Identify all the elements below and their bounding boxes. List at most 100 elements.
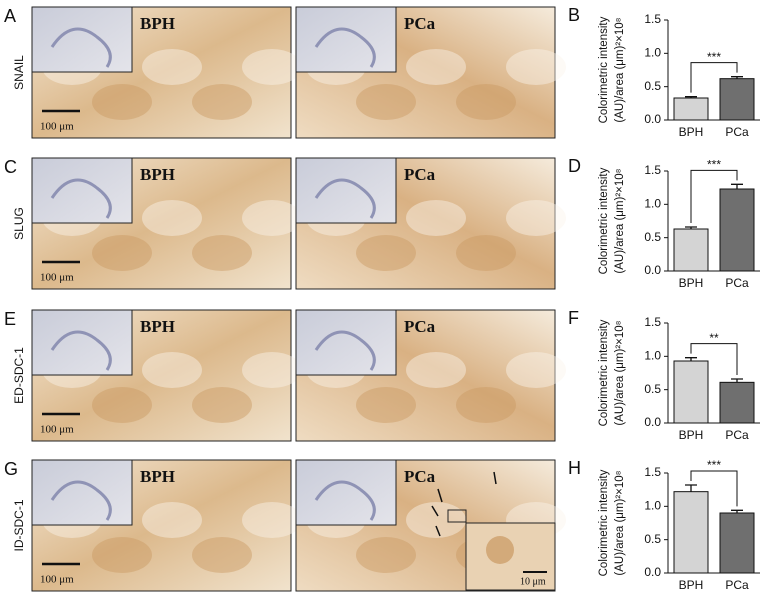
y-tick-label: 0.0 bbox=[644, 263, 661, 277]
y-axis-label: Colorimetric intensity bbox=[598, 167, 610, 274]
bar bbox=[719, 381, 755, 424]
x-tick-label: BPH bbox=[679, 276, 704, 290]
scale-label: 10 μm bbox=[520, 576, 546, 587]
tissue-blob bbox=[406, 502, 466, 538]
tissue-blob bbox=[92, 235, 152, 271]
y-tick-label: 1.0 bbox=[644, 349, 661, 363]
tissue-blob bbox=[142, 352, 202, 388]
x-tick-label: PCa bbox=[725, 428, 749, 442]
y-tick-label: 1.0 bbox=[644, 499, 661, 513]
tissue-blob bbox=[192, 84, 252, 120]
tissue-blob bbox=[192, 235, 252, 271]
y-tick-label: 0.5 bbox=[644, 79, 661, 93]
tissue-blob bbox=[356, 235, 416, 271]
y-axis-label: Colorimetric intensity bbox=[598, 16, 610, 123]
y-tick-label: 1.0 bbox=[644, 197, 661, 211]
significance-bracket bbox=[690, 169, 738, 223]
tissue-blob bbox=[356, 387, 416, 423]
tissue-blob bbox=[456, 84, 516, 120]
inset bbox=[31, 309, 133, 376]
image-label: BPH bbox=[140, 317, 175, 336]
inset-gland bbox=[314, 178, 376, 219]
bar bbox=[719, 188, 755, 272]
y-tick-label: 1.5 bbox=[644, 12, 661, 26]
significance-bracket bbox=[690, 470, 738, 507]
error-bar bbox=[685, 484, 697, 492]
tissue-blob bbox=[92, 387, 152, 423]
inset-gland bbox=[50, 480, 112, 521]
x-tick-label: PCa bbox=[725, 125, 749, 139]
tissue-blob bbox=[142, 200, 202, 236]
error-bar bbox=[731, 76, 743, 79]
panel-letter: F bbox=[568, 308, 579, 328]
inset bbox=[31, 459, 133, 526]
image-label: BPH bbox=[140, 467, 175, 486]
inset-gland bbox=[50, 178, 112, 219]
tissue-blob bbox=[406, 49, 466, 85]
y-tick-label: 0.0 bbox=[644, 112, 661, 126]
panel-letter: C bbox=[4, 157, 17, 177]
inset bbox=[295, 459, 397, 526]
tissue-blob bbox=[456, 387, 516, 423]
tissue-blob bbox=[406, 352, 466, 388]
significance: *** bbox=[707, 158, 721, 172]
significance: *** bbox=[707, 50, 721, 64]
image-label: PCa bbox=[404, 165, 436, 184]
tissue-blob bbox=[242, 502, 302, 538]
y-tick-label: 1.5 bbox=[644, 465, 661, 479]
scale-label: 100 μm bbox=[40, 424, 74, 436]
tissue-blob bbox=[456, 235, 516, 271]
significance: ** bbox=[709, 331, 719, 345]
panel-letter: A bbox=[4, 6, 16, 26]
zoom-box bbox=[447, 509, 467, 523]
y-tick-label: 0.5 bbox=[644, 382, 661, 396]
bar bbox=[719, 512, 755, 574]
image-label: PCa bbox=[404, 14, 436, 33]
panel-letter: E bbox=[4, 309, 16, 329]
row-label: ED-SDC-1 bbox=[12, 347, 26, 404]
cell bbox=[486, 536, 514, 564]
error-bar bbox=[731, 378, 743, 383]
x-tick-label: PCa bbox=[725, 276, 749, 290]
image-label: PCa bbox=[404, 467, 436, 486]
error-bar bbox=[685, 226, 697, 229]
significance: *** bbox=[707, 458, 721, 472]
image-label: BPH bbox=[140, 14, 175, 33]
image-label: PCa bbox=[404, 317, 436, 336]
inset-gland bbox=[314, 27, 376, 68]
error-bar bbox=[685, 96, 697, 98]
x-tick-label: BPH bbox=[679, 578, 704, 592]
inset bbox=[295, 157, 397, 224]
y-tick-label: 1.5 bbox=[644, 163, 661, 177]
tissue-blob bbox=[506, 352, 566, 388]
arrow bbox=[435, 525, 441, 537]
panel-letter: H bbox=[568, 458, 581, 478]
x-tick-label: BPH bbox=[679, 428, 704, 442]
tissue-blob bbox=[92, 84, 152, 120]
y-tick-label: 0.5 bbox=[644, 230, 661, 244]
error-bar bbox=[731, 509, 743, 513]
inset-gland bbox=[314, 480, 376, 521]
tissue-blob bbox=[92, 537, 152, 573]
tissue-blob bbox=[406, 200, 466, 236]
error-bar bbox=[685, 357, 697, 361]
y-tick-label: 1.5 bbox=[644, 315, 661, 329]
y-tick-label: 0.0 bbox=[644, 565, 661, 579]
tissue-blob bbox=[192, 387, 252, 423]
y-axis-label: Colorimetric intensity bbox=[598, 469, 610, 576]
bar bbox=[673, 97, 709, 121]
inset-gland bbox=[50, 330, 112, 371]
tissue-blob bbox=[506, 200, 566, 236]
y-axis-label: (AU)/area (μm)²×10⁸ bbox=[614, 17, 626, 122]
arrow bbox=[493, 471, 497, 485]
y-tick-label: 0.0 bbox=[644, 415, 661, 429]
arrow bbox=[437, 488, 443, 503]
tissue-blob bbox=[356, 84, 416, 120]
tissue-blob bbox=[192, 537, 252, 573]
inset bbox=[31, 6, 133, 73]
inset-gland bbox=[314, 330, 376, 371]
tissue-blob bbox=[242, 352, 302, 388]
x-tick-label: BPH bbox=[679, 125, 704, 139]
image-label: BPH bbox=[140, 165, 175, 184]
tissue-blob bbox=[142, 502, 202, 538]
